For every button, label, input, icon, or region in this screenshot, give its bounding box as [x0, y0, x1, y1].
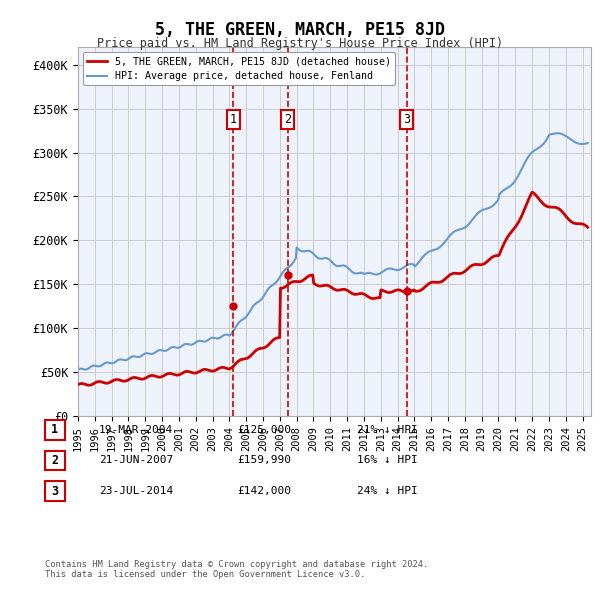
Text: 2: 2	[52, 454, 58, 467]
Text: 16% ↓ HPI: 16% ↓ HPI	[357, 455, 418, 465]
Text: 3: 3	[52, 484, 58, 498]
Text: 3: 3	[403, 113, 410, 126]
Text: 2: 2	[284, 113, 292, 126]
Text: 23-JUL-2014: 23-JUL-2014	[99, 486, 173, 496]
Text: 1: 1	[52, 423, 58, 437]
Text: 21% ↓ HPI: 21% ↓ HPI	[357, 425, 418, 434]
Text: £142,000: £142,000	[237, 486, 291, 496]
Text: 24% ↓ HPI: 24% ↓ HPI	[357, 486, 418, 496]
Text: 21-JUN-2007: 21-JUN-2007	[99, 455, 173, 465]
Text: 19-MAR-2004: 19-MAR-2004	[99, 425, 173, 434]
Text: 1: 1	[230, 113, 236, 126]
Text: Contains HM Land Registry data © Crown copyright and database right 2024.
This d: Contains HM Land Registry data © Crown c…	[45, 560, 428, 579]
Text: Price paid vs. HM Land Registry's House Price Index (HPI): Price paid vs. HM Land Registry's House …	[97, 37, 503, 50]
Text: £159,990: £159,990	[237, 455, 291, 465]
Text: 5, THE GREEN, MARCH, PE15 8JD: 5, THE GREEN, MARCH, PE15 8JD	[155, 21, 445, 39]
Text: £125,000: £125,000	[237, 425, 291, 434]
Legend: 5, THE GREEN, MARCH, PE15 8JD (detached house), HPI: Average price, detached hou: 5, THE GREEN, MARCH, PE15 8JD (detached …	[83, 52, 395, 85]
